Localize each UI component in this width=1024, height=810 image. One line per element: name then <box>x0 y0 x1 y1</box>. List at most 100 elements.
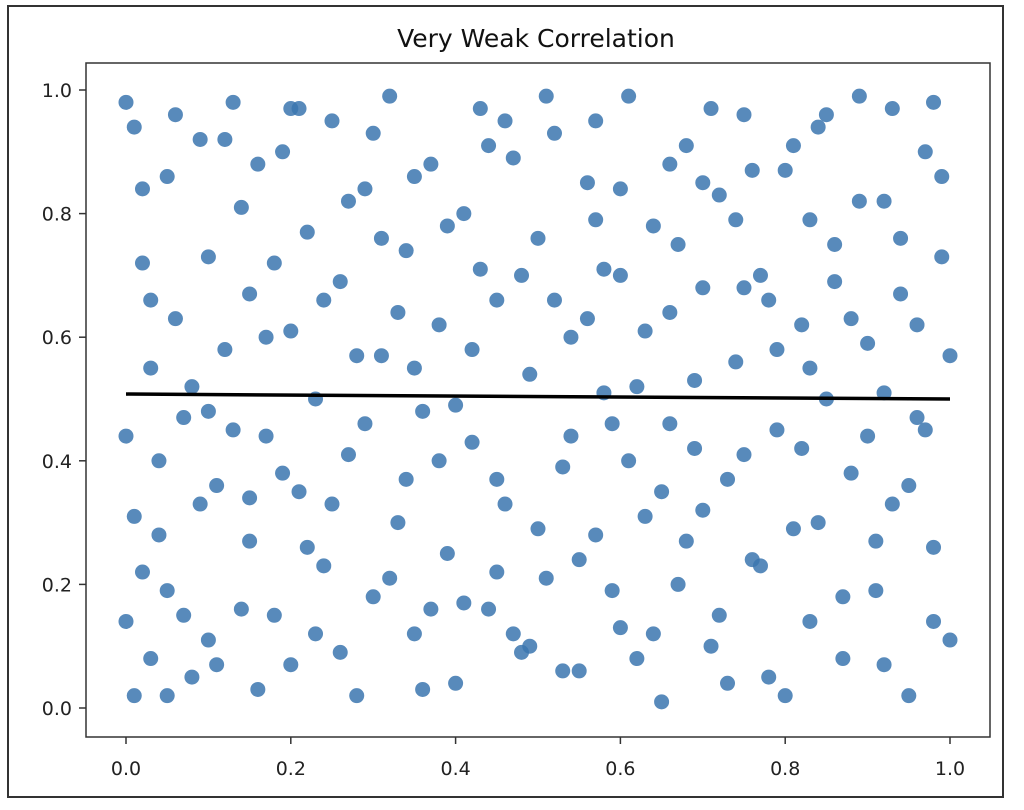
data-point <box>761 292 777 308</box>
data-point <box>736 280 752 296</box>
data-point <box>415 403 431 419</box>
x-tick-label: 0.0 <box>111 758 141 780</box>
data-point <box>209 478 225 494</box>
data-point <box>398 243 414 259</box>
data-point <box>134 564 150 580</box>
data-point <box>802 360 818 376</box>
data-point <box>250 681 266 697</box>
data-point <box>159 583 175 599</box>
y-tick-label: 0.2 <box>42 574 72 596</box>
data-point <box>299 539 315 555</box>
x-tick-label: 1.0 <box>935 758 965 780</box>
data-point <box>843 311 859 327</box>
data-point <box>406 626 422 642</box>
data-point <box>225 94 241 110</box>
data-point <box>217 131 233 147</box>
data-point <box>777 162 793 178</box>
data-point <box>662 156 678 172</box>
data-point <box>917 144 933 160</box>
data-point <box>439 546 455 561</box>
data-point <box>563 329 579 345</box>
data-point <box>431 453 447 469</box>
points-layer <box>118 88 958 710</box>
data-point <box>571 552 587 568</box>
data-point <box>678 533 694 549</box>
y-tick-label: 0.4 <box>42 451 72 473</box>
data-point <box>785 138 801 154</box>
x-tick-label: 0.2 <box>276 758 306 780</box>
data-point <box>736 447 752 463</box>
data-point <box>926 94 942 110</box>
data-point <box>769 342 785 358</box>
data-point <box>637 508 653 524</box>
data-point <box>802 212 818 228</box>
data-point <box>876 385 892 401</box>
data-point <box>720 471 736 487</box>
data-point <box>522 366 538 382</box>
data-point <box>934 249 950 265</box>
data-point <box>126 688 142 704</box>
data-point <box>695 175 711 191</box>
data-point <box>621 453 637 469</box>
data-point <box>390 515 406 531</box>
data-point <box>266 255 282 271</box>
data-point <box>266 607 282 623</box>
data-point <box>192 131 208 147</box>
data-point <box>588 113 604 129</box>
regression-line <box>125 392 951 401</box>
data-point <box>291 484 307 500</box>
data-point <box>645 626 661 642</box>
data-point <box>538 570 554 586</box>
data-point <box>340 193 356 209</box>
data-point <box>522 638 538 654</box>
data-point <box>670 576 686 592</box>
x-axis: 0.0 0.2 0.4 0.6 0.8 1.0 <box>111 737 965 780</box>
data-point <box>448 675 464 691</box>
data-point <box>134 255 150 271</box>
data-point <box>373 348 389 364</box>
data-point <box>357 416 373 432</box>
data-point <box>876 193 892 209</box>
data-point <box>167 107 183 123</box>
data-point <box>448 397 464 413</box>
data-point <box>926 613 942 629</box>
data-point <box>555 663 571 679</box>
data-point <box>835 651 851 667</box>
data-point <box>629 379 645 395</box>
data-point <box>242 533 258 549</box>
data-point <box>794 317 810 333</box>
data-point <box>398 471 414 487</box>
data-point <box>546 125 562 141</box>
data-point <box>827 274 843 290</box>
data-point <box>612 620 628 636</box>
data-point <box>184 379 200 395</box>
x-tick-label: 0.6 <box>605 758 635 780</box>
data-point <box>579 311 595 327</box>
data-point <box>654 694 670 710</box>
data-point <box>728 212 744 228</box>
data-point <box>233 199 249 215</box>
data-point <box>662 416 678 432</box>
data-point <box>225 422 241 438</box>
data-point <box>654 484 670 500</box>
data-point <box>851 193 867 209</box>
data-point <box>909 317 925 333</box>
data-point <box>662 304 678 320</box>
data-point <box>736 107 752 123</box>
data-point <box>151 453 167 469</box>
data-point <box>596 261 612 277</box>
data-point <box>151 527 167 543</box>
data-point <box>299 224 315 240</box>
data-point <box>769 422 785 438</box>
data-point <box>909 410 925 426</box>
data-point <box>711 187 727 203</box>
data-point <box>258 428 274 444</box>
data-point <box>316 292 332 308</box>
data-point <box>505 626 521 642</box>
data-point <box>365 589 381 605</box>
data-point <box>621 88 637 104</box>
y-axis: 0.0 0.2 0.4 0.6 0.8 1.0 <box>42 80 86 720</box>
data-point <box>860 335 876 351</box>
data-point <box>118 428 134 444</box>
